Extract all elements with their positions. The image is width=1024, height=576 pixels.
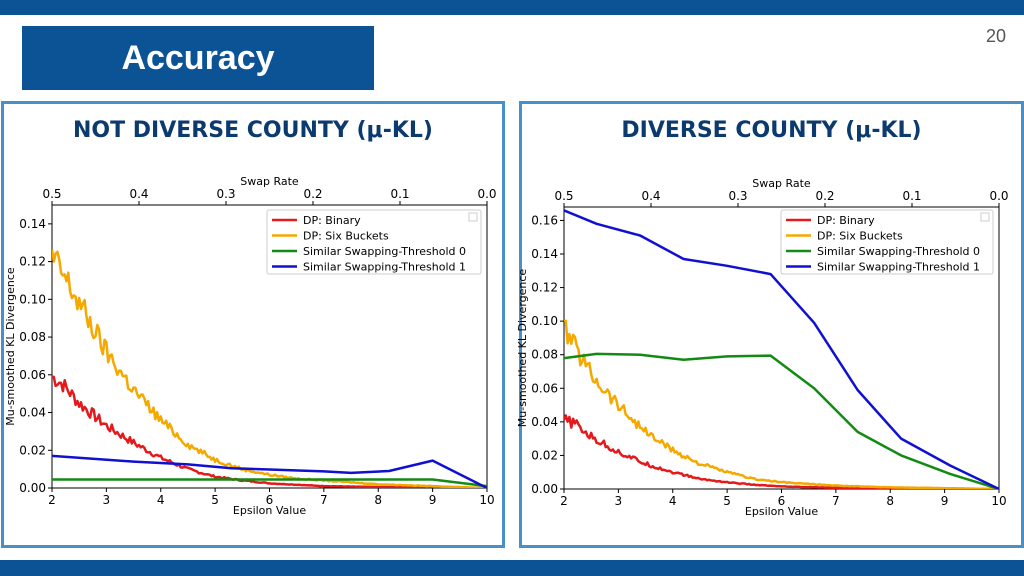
panel-not-diverse: NOT DIVERSE COUNTY (μ-KL) bbox=[1, 101, 505, 548]
slide-title-box: Accuracy bbox=[22, 26, 374, 90]
bottom-banner-bar bbox=[0, 560, 1024, 576]
panel-title-diverse: DIVERSE COUNTY (μ-KL) bbox=[621, 118, 922, 143]
panel-diverse: DIVERSE COUNTY (μ-KL) bbox=[519, 101, 1024, 548]
slide-title: Accuracy bbox=[121, 38, 275, 77]
panel-title-not-diverse: NOT DIVERSE COUNTY (μ-KL) bbox=[73, 118, 433, 143]
page-number: 20 bbox=[985, 26, 1006, 46]
top-banner-bar bbox=[0, 0, 1024, 15]
